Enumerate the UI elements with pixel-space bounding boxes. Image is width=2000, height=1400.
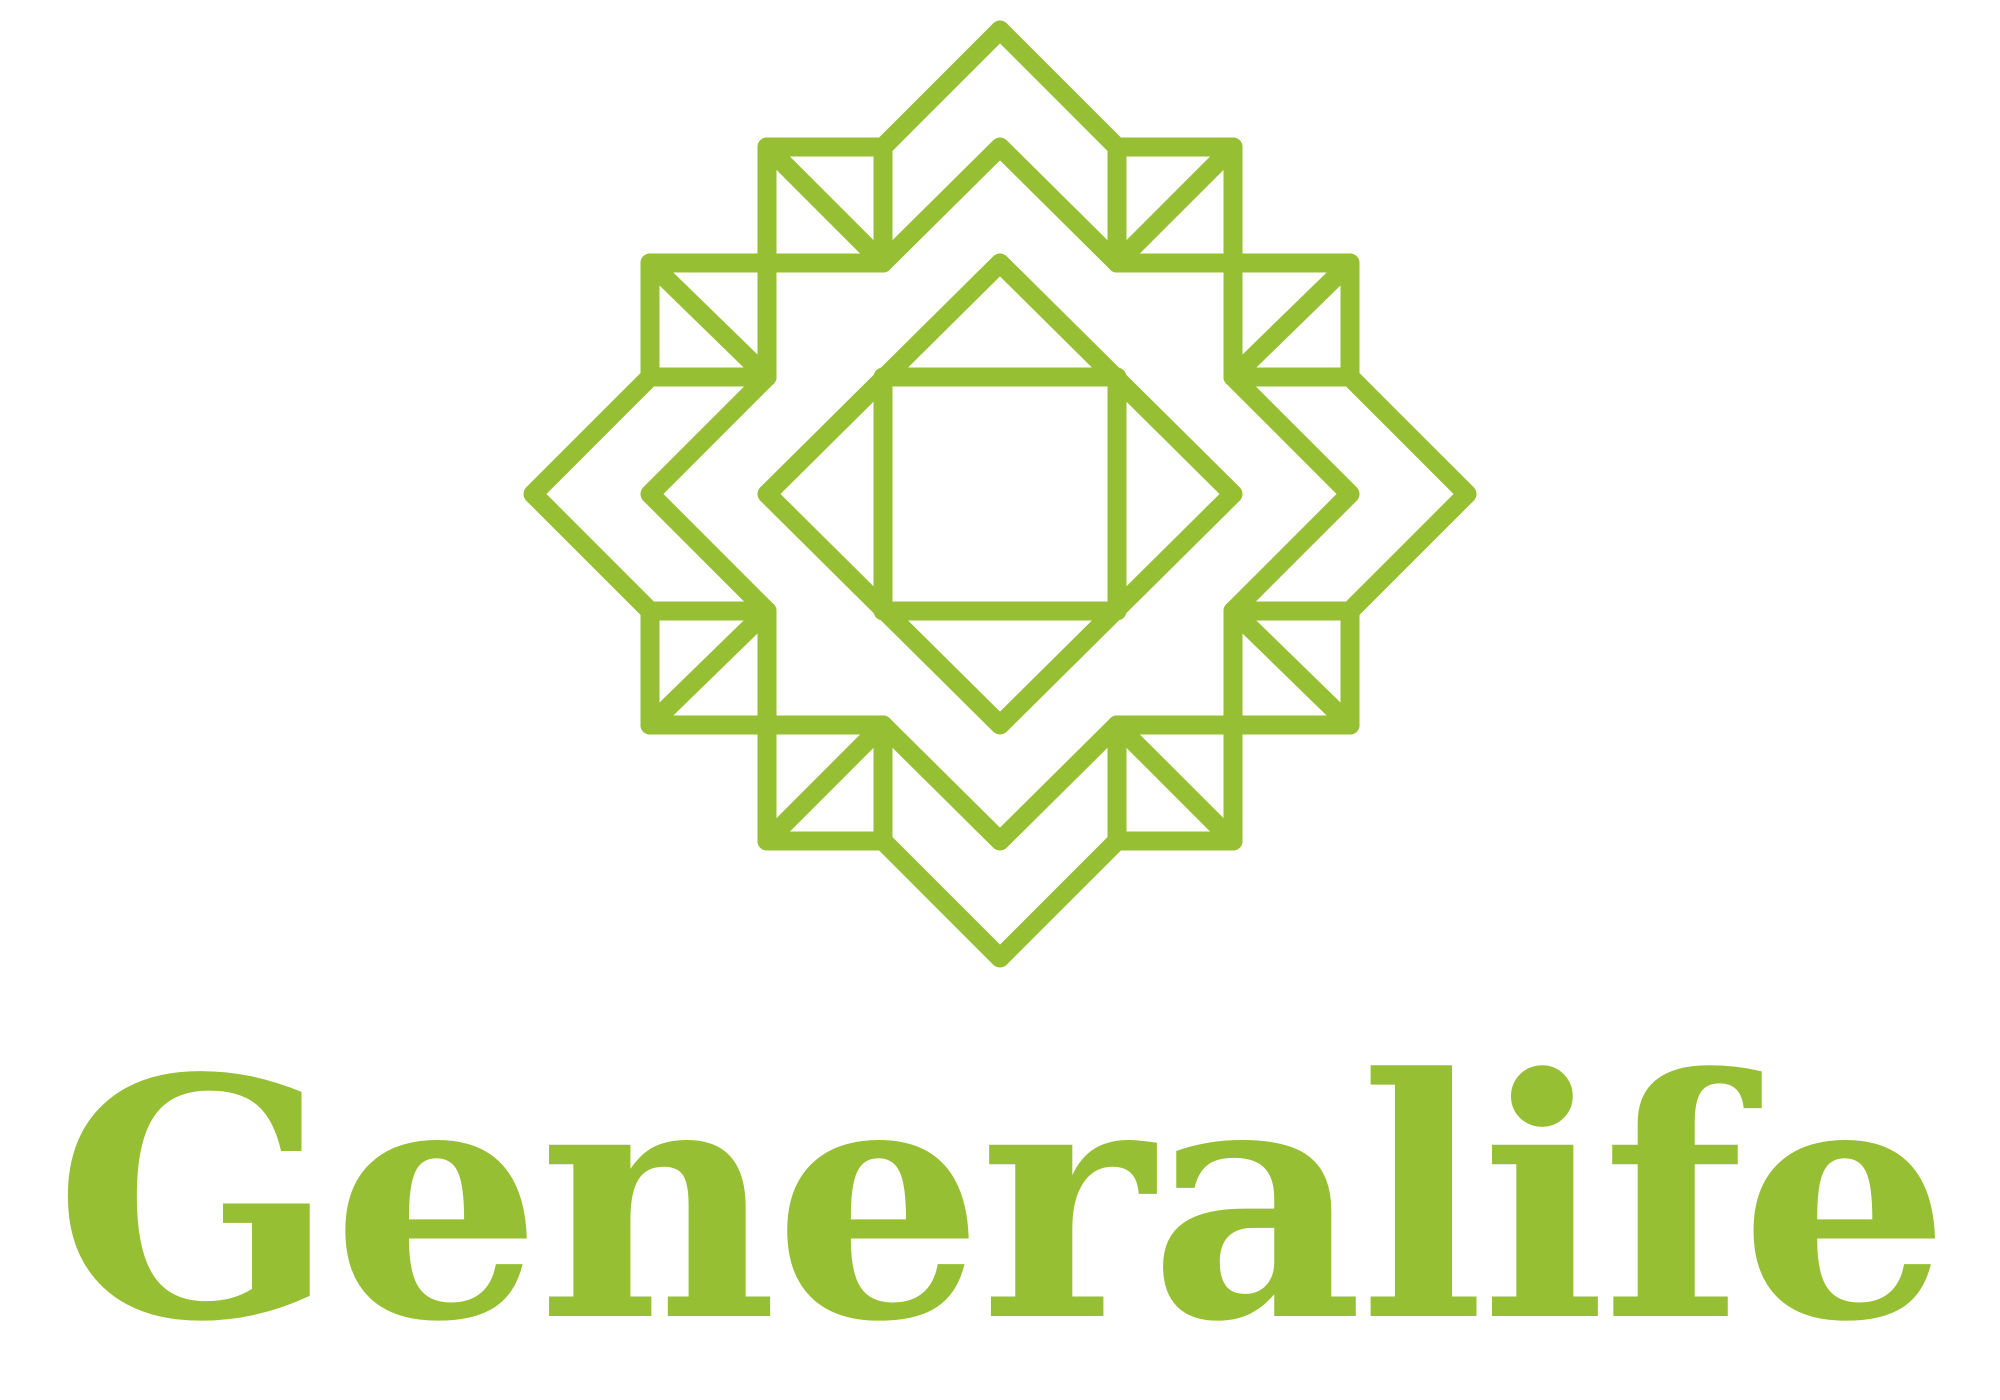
- outer-star-outline: [523, 20, 1477, 968]
- inner-star-outline: [640, 137, 1360, 851]
- central-square: [873, 367, 1127, 621]
- inner-diamond: [757, 253, 1243, 735]
- geometric-star-emblem-icon: [523, 20, 1477, 968]
- brand-wordmark: Generalife: [54, 1006, 1950, 1394]
